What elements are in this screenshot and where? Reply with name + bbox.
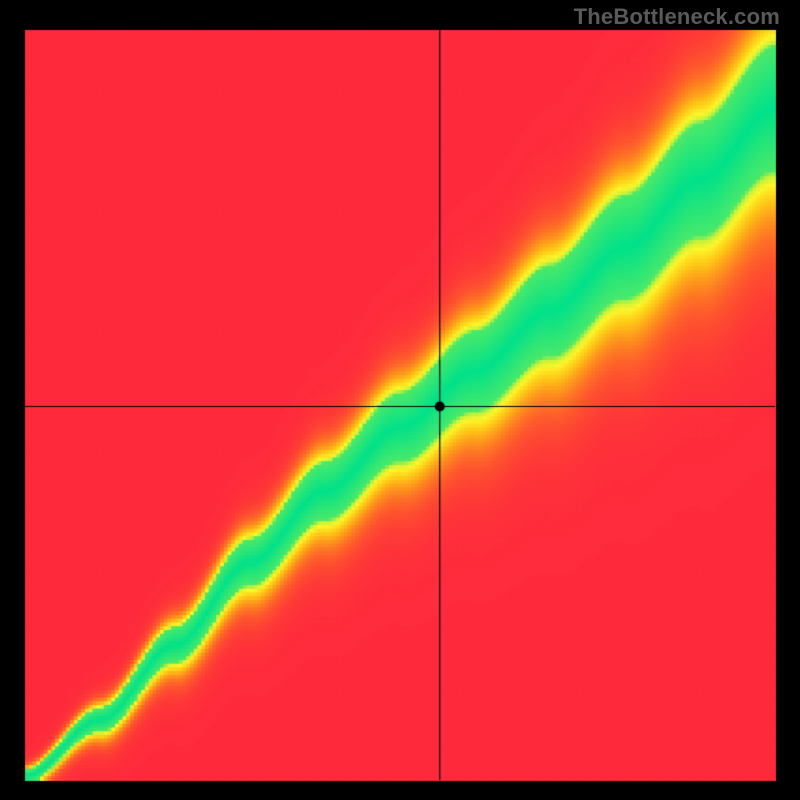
bottleneck-heatmap <box>0 0 800 800</box>
watermark-text: TheBottleneck.com <box>574 4 780 30</box>
